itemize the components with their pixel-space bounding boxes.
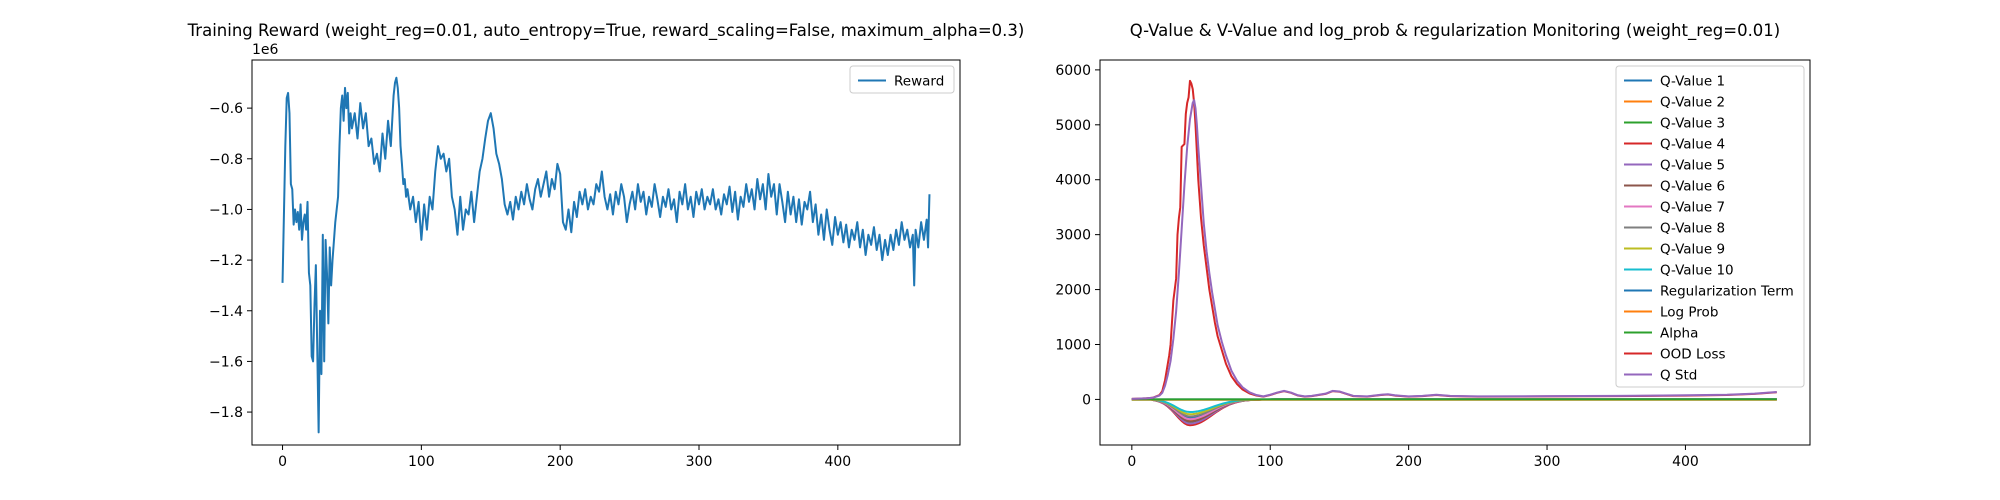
monitoring-x-ticks: 0 100 200 300 400	[1127, 445, 1699, 470]
x-tick-label: 400	[1672, 454, 1699, 470]
legend-label-q-value-8: Q-Value 8	[1660, 221, 1725, 237]
legend-label-q-value-3: Q-Value 3	[1660, 116, 1725, 132]
y-tick-label: −1.0	[209, 202, 243, 218]
x-tick-label: 400	[824, 454, 851, 470]
reward-chart-title: Training Reward (weight_reg=0.01, auto_e…	[187, 21, 1025, 41]
legend-label-q-value-10: Q-Value 10	[1660, 263, 1734, 279]
monitoring-legend: Q-Value 1 Q-Value 2 Q-Value 3 Q-Value 4 Q-Va…	[1615, 65, 1805, 388]
reward-x-ticks: 0 100 200 300 400	[278, 445, 851, 470]
y-tick-label: 4000	[1055, 173, 1091, 189]
reward-chart: Training Reward (weight_reg=0.01, auto_e…	[187, 21, 1025, 470]
x-tick-label: 200	[547, 454, 574, 470]
legend-label-q-value-9: Q-Value 9	[1660, 242, 1725, 258]
monitoring-series-group	[1131, 79, 1777, 427]
legend-label-q-value-6: Q-Value 6	[1660, 179, 1725, 195]
legend-label-q-std: Q Std	[1660, 368, 1697, 384]
legend-label-q-value-5: Q-Value 5	[1660, 158, 1725, 174]
legend-label-q-value-7: Q-Value 7	[1660, 200, 1725, 216]
monitoring-y-ticks: 0 1000 2000 3000 4000 5000 6000	[1055, 63, 1100, 408]
legend-label-regularization-term: Regularization Term	[1660, 284, 1794, 300]
y-tick-label: 3000	[1055, 228, 1091, 244]
y-tick-label: 0	[1082, 392, 1091, 408]
x-tick-label: 300	[1534, 454, 1561, 470]
y-tick-label: −1.2	[209, 253, 243, 269]
reward-y-ticks: −0.6 −0.8 −1.0 −1.2 −1.4 −1.6 −1.8	[209, 101, 252, 421]
y-tick-label: −1.8	[209, 405, 243, 421]
y-tick-label: 1000	[1055, 337, 1091, 353]
reward-axes-frame	[251, 59, 961, 446]
legend-label-q-value-2: Q-Value 2	[1660, 95, 1725, 111]
x-tick-label: 0	[1127, 454, 1136, 470]
y-tick-label: 6000	[1055, 63, 1091, 79]
reward-legend: Reward	[849, 65, 955, 94]
series-line-reward	[281, 76, 931, 434]
legend-label-ood-loss: OOD Loss	[1660, 347, 1726, 363]
reward-series-group	[281, 76, 931, 434]
y-tick-label: −0.8	[209, 152, 243, 168]
x-tick-label: 100	[408, 454, 435, 470]
y-tick-label: 5000	[1055, 118, 1091, 134]
legend-label-reward: Reward	[894, 74, 944, 90]
legend-box	[849, 65, 955, 94]
x-tick-label: 100	[1257, 454, 1284, 470]
y-tick-label: −1.4	[209, 304, 243, 320]
monitoring-chart-title: Q-Value & V-Value and log_prob & regular…	[1130, 21, 1781, 41]
x-tick-label: 300	[686, 454, 713, 470]
x-tick-label: 200	[1395, 454, 1422, 470]
y-tick-label: −1.6	[209, 354, 243, 370]
y-tick-label: −0.6	[209, 101, 243, 117]
y-multiplier-label: 1e6	[252, 42, 279, 58]
legend-label-alpha: Alpha	[1660, 326, 1698, 342]
legend-box	[1615, 65, 1805, 388]
legend-label-q-value-4: Q-Value 4	[1660, 137, 1725, 153]
monitoring-chart: Q-Value & V-Value and log_prob & regular…	[1055, 21, 1811, 470]
series-line-q-std	[1131, 99, 1777, 400]
monitoring-axes-frame	[1099, 59, 1811, 446]
legend-label-q-value-1: Q-Value 1	[1660, 74, 1725, 90]
legend-label-log-prob: Log Prob	[1660, 305, 1718, 321]
x-tick-label: 0	[278, 454, 287, 470]
y-tick-label: 2000	[1055, 283, 1091, 299]
